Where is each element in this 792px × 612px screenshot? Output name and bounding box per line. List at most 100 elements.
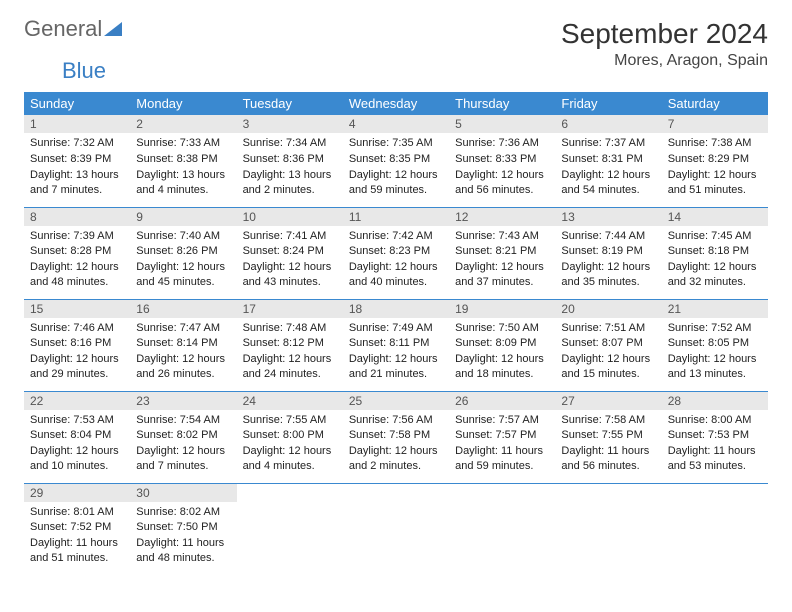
daylight-text: Daylight: 11 hours and 53 minutes. [668, 444, 762, 474]
sunset-text: Sunset: 8:18 PM [668, 244, 762, 259]
sunrise-text: Sunrise: 7:33 AM [136, 136, 230, 151]
day-header: Tuesday [237, 92, 343, 115]
day-details: Sunrise: 7:33 AMSunset: 8:38 PMDaylight:… [130, 133, 236, 204]
day-number: 14 [662, 208, 768, 226]
day-number: 29 [24, 484, 130, 502]
sunrise-text: Sunrise: 7:43 AM [455, 229, 549, 244]
day-details: Sunrise: 7:54 AMSunset: 8:02 PMDaylight:… [130, 410, 236, 481]
sunset-text: Sunset: 7:55 PM [561, 428, 655, 443]
day-number: 30 [130, 484, 236, 502]
day-number: 13 [555, 208, 661, 226]
day-details: Sunrise: 7:39 AMSunset: 8:28 PMDaylight:… [24, 226, 130, 297]
day-details: Sunrise: 7:32 AMSunset: 8:39 PMDaylight:… [24, 133, 130, 204]
month-title: September 2024 [561, 18, 768, 50]
day-header: Wednesday [343, 92, 449, 115]
day-cell: 15Sunrise: 7:46 AMSunset: 8:16 PMDayligh… [24, 299, 130, 391]
sunrise-text: Sunrise: 7:41 AM [243, 229, 337, 244]
logo-word2: Blue [62, 58, 768, 84]
day-cell: 9Sunrise: 7:40 AMSunset: 8:26 PMDaylight… [130, 207, 236, 299]
daylight-text: Daylight: 12 hours and 21 minutes. [349, 352, 443, 382]
day-header: Thursday [449, 92, 555, 115]
day-cell: 26Sunrise: 7:57 AMSunset: 7:57 PMDayligh… [449, 391, 555, 483]
sunset-text: Sunset: 8:38 PM [136, 152, 230, 167]
day-cell [237, 483, 343, 575]
sunset-text: Sunset: 8:39 PM [30, 152, 124, 167]
day-number: 26 [449, 392, 555, 410]
sunrise-text: Sunrise: 7:40 AM [136, 229, 230, 244]
day-details: Sunrise: 8:02 AMSunset: 7:50 PMDaylight:… [130, 502, 236, 573]
day-number: 6 [555, 115, 661, 133]
day-number: 19 [449, 300, 555, 318]
day-header: Sunday [24, 92, 130, 115]
day-cell: 6Sunrise: 7:37 AMSunset: 8:31 PMDaylight… [555, 115, 661, 207]
day-details: Sunrise: 7:42 AMSunset: 8:23 PMDaylight:… [343, 226, 449, 297]
day-details: Sunrise: 7:37 AMSunset: 8:31 PMDaylight:… [555, 133, 661, 204]
sunset-text: Sunset: 8:00 PM [243, 428, 337, 443]
sunset-text: Sunset: 8:21 PM [455, 244, 549, 259]
day-cell: 25Sunrise: 7:56 AMSunset: 7:58 PMDayligh… [343, 391, 449, 483]
day-number: 8 [24, 208, 130, 226]
sunset-text: Sunset: 8:09 PM [455, 336, 549, 351]
day-cell: 12Sunrise: 7:43 AMSunset: 8:21 PMDayligh… [449, 207, 555, 299]
day-details: Sunrise: 8:00 AMSunset: 7:53 PMDaylight:… [662, 410, 768, 481]
day-cell: 14Sunrise: 7:45 AMSunset: 8:18 PMDayligh… [662, 207, 768, 299]
sunset-text: Sunset: 8:04 PM [30, 428, 124, 443]
day-details: Sunrise: 7:36 AMSunset: 8:33 PMDaylight:… [449, 133, 555, 204]
sunrise-text: Sunrise: 7:53 AM [30, 413, 124, 428]
week-row: 22Sunrise: 7:53 AMSunset: 8:04 PMDayligh… [24, 391, 768, 483]
sunrise-text: Sunrise: 7:47 AM [136, 321, 230, 336]
day-details: Sunrise: 7:40 AMSunset: 8:26 PMDaylight:… [130, 226, 236, 297]
sunset-text: Sunset: 8:35 PM [349, 152, 443, 167]
day-cell: 13Sunrise: 7:44 AMSunset: 8:19 PMDayligh… [555, 207, 661, 299]
sunrise-text: Sunrise: 7:58 AM [561, 413, 655, 428]
day-number: 11 [343, 208, 449, 226]
sunset-text: Sunset: 8:31 PM [561, 152, 655, 167]
day-header: Friday [555, 92, 661, 115]
daylight-text: Daylight: 12 hours and 4 minutes. [243, 444, 337, 474]
sunset-text: Sunset: 8:24 PM [243, 244, 337, 259]
sunset-text: Sunset: 8:07 PM [561, 336, 655, 351]
sunrise-text: Sunrise: 7:54 AM [136, 413, 230, 428]
daylight-text: Daylight: 12 hours and 18 minutes. [455, 352, 549, 382]
day-number: 1 [24, 115, 130, 133]
day-details: Sunrise: 7:52 AMSunset: 8:05 PMDaylight:… [662, 318, 768, 389]
day-cell: 10Sunrise: 7:41 AMSunset: 8:24 PMDayligh… [237, 207, 343, 299]
daylight-text: Daylight: 13 hours and 4 minutes. [136, 168, 230, 198]
daylight-text: Daylight: 12 hours and 10 minutes. [30, 444, 124, 474]
day-cell: 1Sunrise: 7:32 AMSunset: 8:39 PMDaylight… [24, 115, 130, 207]
sunrise-text: Sunrise: 8:02 AM [136, 505, 230, 520]
day-number: 2 [130, 115, 236, 133]
day-cell [449, 483, 555, 575]
sunrise-text: Sunrise: 8:00 AM [668, 413, 762, 428]
day-details: Sunrise: 7:43 AMSunset: 8:21 PMDaylight:… [449, 226, 555, 297]
day-details: Sunrise: 7:57 AMSunset: 7:57 PMDaylight:… [449, 410, 555, 481]
day-cell: 7Sunrise: 7:38 AMSunset: 8:29 PMDaylight… [662, 115, 768, 207]
day-number: 24 [237, 392, 343, 410]
daylight-text: Daylight: 12 hours and 45 minutes. [136, 260, 230, 290]
day-number: 25 [343, 392, 449, 410]
day-number: 4 [343, 115, 449, 133]
daylight-text: Daylight: 12 hours and 51 minutes. [668, 168, 762, 198]
daylight-text: Daylight: 12 hours and 35 minutes. [561, 260, 655, 290]
day-cell: 11Sunrise: 7:42 AMSunset: 8:23 PMDayligh… [343, 207, 449, 299]
day-details: Sunrise: 7:44 AMSunset: 8:19 PMDaylight:… [555, 226, 661, 297]
daylight-text: Daylight: 12 hours and 24 minutes. [243, 352, 337, 382]
daylight-text: Daylight: 12 hours and 43 minutes. [243, 260, 337, 290]
sunrise-text: Sunrise: 7:36 AM [455, 136, 549, 151]
daylight-text: Daylight: 12 hours and 29 minutes. [30, 352, 124, 382]
logo-triangle-icon [104, 22, 122, 36]
sunset-text: Sunset: 8:02 PM [136, 428, 230, 443]
sunrise-text: Sunrise: 7:38 AM [668, 136, 762, 151]
sunrise-text: Sunrise: 7:34 AM [243, 136, 337, 151]
daylight-text: Daylight: 12 hours and 13 minutes. [668, 352, 762, 382]
sunrise-text: Sunrise: 7:45 AM [668, 229, 762, 244]
day-header-row: Sunday Monday Tuesday Wednesday Thursday… [24, 92, 768, 115]
daylight-text: Daylight: 12 hours and 2 minutes. [349, 444, 443, 474]
day-details: Sunrise: 7:45 AMSunset: 8:18 PMDaylight:… [662, 226, 768, 297]
sunset-text: Sunset: 7:53 PM [668, 428, 762, 443]
daylight-text: Daylight: 13 hours and 2 minutes. [243, 168, 337, 198]
daylight-text: Daylight: 12 hours and 7 minutes. [136, 444, 230, 474]
logo: General [24, 18, 122, 40]
day-cell: 24Sunrise: 7:55 AMSunset: 8:00 PMDayligh… [237, 391, 343, 483]
day-cell: 21Sunrise: 7:52 AMSunset: 8:05 PMDayligh… [662, 299, 768, 391]
